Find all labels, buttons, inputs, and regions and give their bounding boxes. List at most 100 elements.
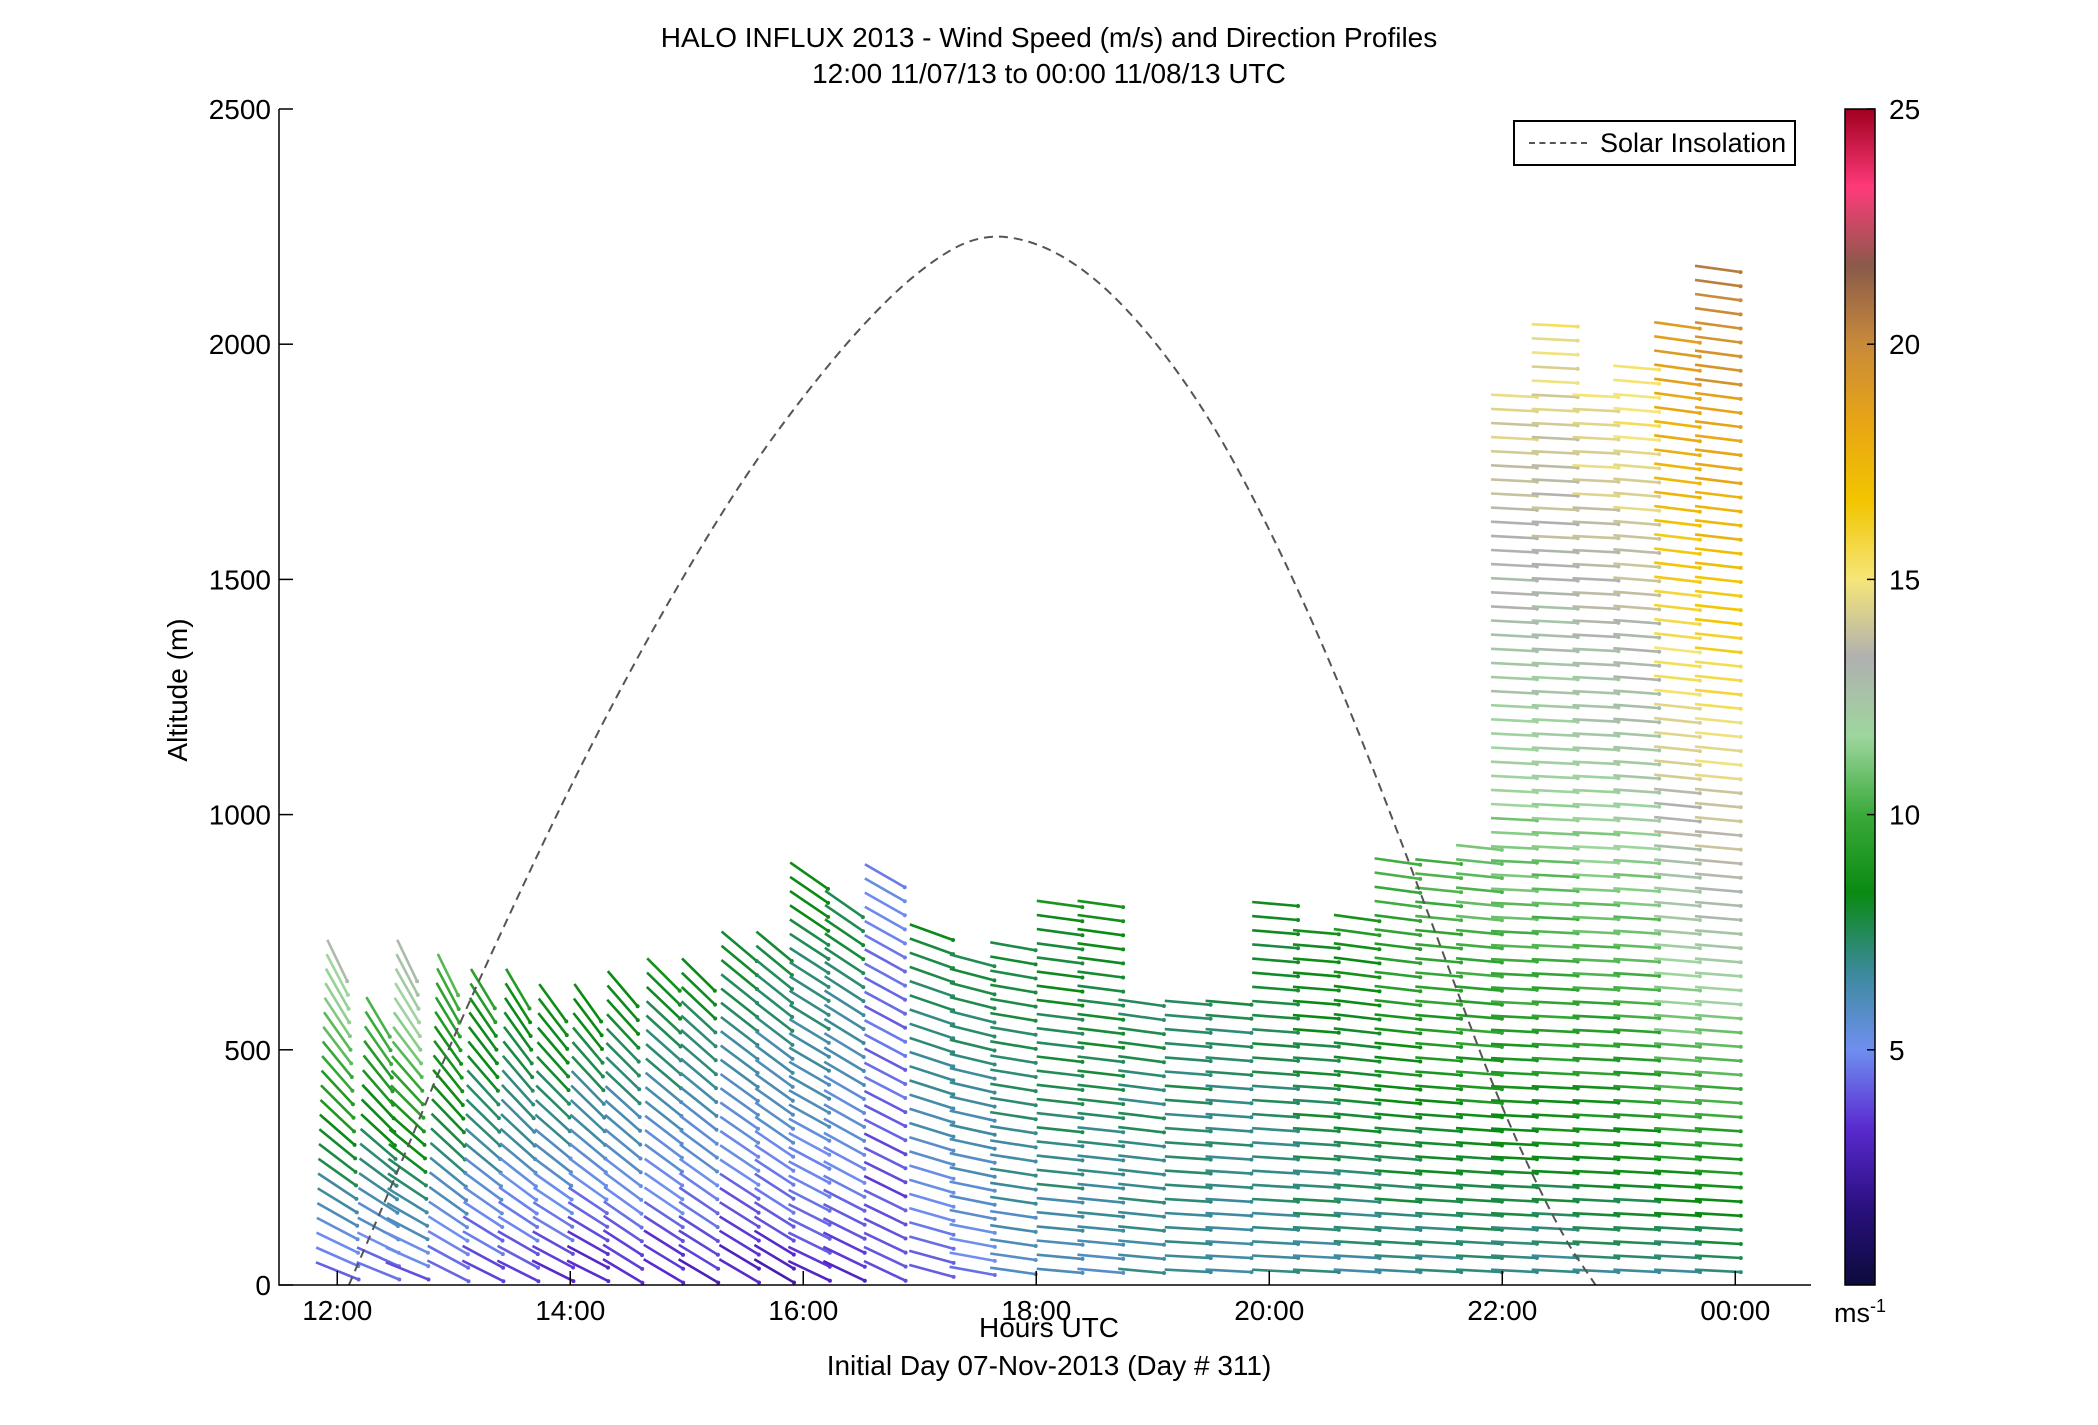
wind-barb-head [1336,1002,1341,1007]
wind-barb-head [534,1211,539,1216]
wind-barb [1415,858,1462,866]
wind-barb [1613,548,1660,555]
wind-barb-head [1080,1186,1085,1191]
wind-barb-head [992,1188,997,1193]
wind-barb-head [1616,536,1621,541]
wind-barb [1333,1012,1380,1021]
wind-barb [1455,914,1503,922]
wind-barb-head [1161,1088,1166,1093]
wind-barb-head [1657,875,1662,880]
wind-barb-head [1738,974,1743,979]
wind-barb-head [756,1238,761,1243]
wind-barb [1694,1070,1741,1077]
wind-barb-head [951,1176,956,1181]
wind-barb [394,967,420,1010]
wind-barb [1252,1155,1299,1161]
wind-barb [1654,1070,1701,1077]
wind-barb [1415,1254,1462,1260]
wind-barb [1374,1140,1421,1148]
wind-barb [503,997,532,1037]
wind-barb [1333,1140,1380,1148]
wind-barb-head [1296,988,1300,993]
wind-barb [1653,900,1701,908]
wind-barb [1490,449,1537,455]
wind-barb-head [992,964,997,969]
wind-barb-head [861,943,866,948]
wind-barb [1164,1141,1211,1147]
wind-barb [1455,1070,1503,1077]
wind-barb-head [826,984,831,989]
colorbar-tick-label: 20 [1889,329,1920,360]
wind-barb-head [1657,649,1662,654]
wind-barb-head [1033,976,1038,981]
wind-barb-head [528,1034,533,1038]
wind-barb [989,1110,1036,1121]
wind-barb [1694,971,1741,978]
wind-barb-head [1121,1242,1126,1247]
wind-barb [1654,660,1701,668]
wind-barb-head [1296,946,1300,951]
wind-barb-head [1697,481,1702,486]
wind-barb [394,982,421,1024]
wind-barb [1531,534,1578,540]
wind-barb [1415,1211,1462,1218]
wind-barb-head [1616,776,1621,781]
wind-barb [468,1011,498,1051]
wind-barb [990,955,1036,966]
wind-barb-head [826,998,831,1003]
wind-barb-head [1616,564,1621,569]
wind-barb [1374,1055,1421,1063]
wind-barb-head [681,1266,686,1271]
wind-barb [720,944,758,977]
wind-barb-head [1657,565,1662,570]
wind-barb [469,968,496,1009]
wind-barb [356,1260,400,1281]
wind-barb-head [1657,410,1662,414]
wind-barb [679,1100,718,1131]
wind-barb [1694,1084,1741,1091]
wind-barb [1531,351,1578,357]
wind-barb-head [637,1101,642,1106]
wind-barb [1572,859,1619,865]
wind-barb [435,982,461,1024]
wind-barb-head [1296,1073,1300,1077]
wind-barb [1531,520,1578,526]
wind-barb [788,1174,831,1198]
wind-barb [1572,1183,1619,1189]
wind-barb [755,1015,794,1046]
wind-barb [1654,504,1701,513]
wind-barb [1077,956,1124,965]
wind-barb [316,1216,359,1241]
wind-barb [1490,1084,1537,1090]
wind-barb [1613,1211,1660,1217]
wind-barb-head [714,1100,719,1104]
wind-barb-head [1738,1256,1743,1260]
wind-barb-head [1697,495,1702,500]
wind-barb [822,1174,866,1199]
wind-barb-head [1418,1115,1423,1120]
wind-barb [1490,1240,1537,1246]
wind-barb [1490,1000,1537,1006]
wind-barb-head [1033,1187,1038,1192]
wind-barb-head [1697,932,1702,937]
wind-barb [863,1089,906,1114]
y-tick-label: 0 [255,1270,271,1301]
x-tick-label: 16:00 [768,1295,838,1326]
wind-barb [1490,887,1537,893]
wind-barb-head [1336,1185,1341,1190]
wind-barb-head [1616,804,1621,809]
wind-barb [1374,899,1421,909]
wind-barb [949,1123,995,1136]
wind-barb-head [1616,875,1621,879]
wind-barb [1077,1026,1124,1036]
wind-barb [436,953,460,996]
wind-barb [1654,688,1701,696]
wind-barb [1333,956,1380,965]
wind-barb [321,1040,353,1078]
wind-barb [1572,1226,1619,1232]
wind-barb [1572,548,1619,554]
wind-barb-head [567,1115,572,1120]
wind-barb-head [529,1047,534,1052]
wind-barb-head [1296,1129,1300,1134]
